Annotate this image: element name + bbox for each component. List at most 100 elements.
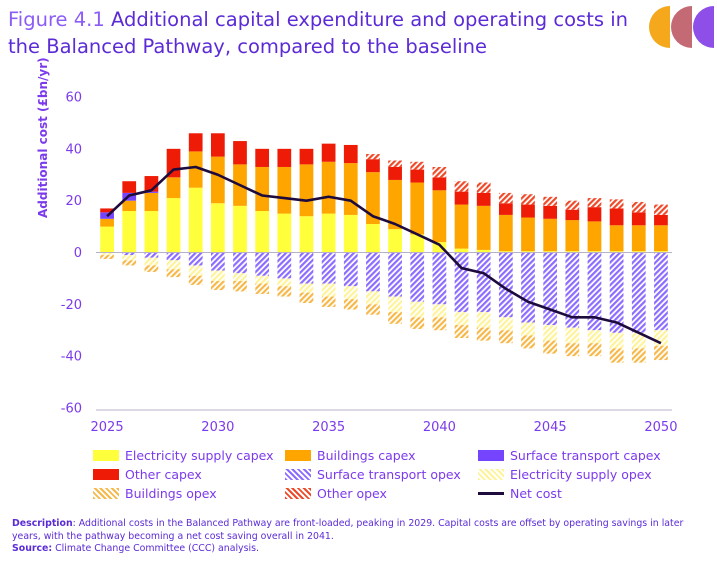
bar-electricity-supply-capex-2038 — [388, 229, 402, 253]
bar-other-capex-2041 — [454, 191, 469, 205]
bar-buildings-opex-2041 — [454, 325, 469, 339]
y-tick-label: -20 — [61, 298, 82, 313]
bar-electricity-supply-opex-2044 — [521, 322, 535, 336]
bar-electricity-supply-opex-2041 — [454, 312, 469, 326]
bar-electricity-supply-opex-2049 — [631, 332, 646, 349]
legend-swatch — [478, 468, 504, 480]
bar-buildings-capex-2036 — [343, 163, 358, 215]
bar-electricity-supply-capex-2042 — [476, 249, 491, 253]
legend-item: Buildings capex — [285, 446, 416, 464]
bar-other-capex-2035 — [321, 143, 336, 162]
bar-surface-transport-opex-2033 — [277, 252, 292, 279]
legend-swatch — [285, 487, 311, 499]
bar-surface-transport-opex-2030 — [210, 252, 225, 271]
bar-buildings-capex-2048 — [609, 225, 624, 252]
legend-label: Surface transport opex — [317, 466, 461, 482]
bar-electricity-supply-capex-2044 — [521, 251, 535, 253]
bar-surface-transport-opex-2047 — [587, 252, 602, 331]
bar-surface-transport-opex-2026 — [122, 252, 137, 256]
bar-electricity-supply-opex-2046 — [565, 327, 580, 344]
bar-electricity-supply-capex-2049 — [631, 251, 646, 253]
bar-surface-transport-opex-2043 — [498, 252, 513, 318]
bar-electricity-supply-opex-2039 — [410, 301, 425, 318]
legend-label: Surface transport capex — [510, 447, 661, 463]
bar-electricity-supply-capex-2025 — [100, 226, 114, 253]
bar-buildings-capex-2044 — [521, 217, 535, 252]
bar-buildings-opex-2032 — [255, 283, 270, 294]
legend-swatch — [93, 449, 119, 461]
bar-buildings-opex-2039 — [410, 317, 425, 329]
bar-other-capex-2050 — [654, 214, 668, 226]
bar-other-capex-2046 — [565, 209, 580, 221]
bar-other-capex-2048 — [609, 208, 624, 226]
bar-other-opex-2041 — [454, 181, 469, 192]
legend-item: Electricity supply capex — [93, 446, 274, 464]
bar-electricity-supply-opex-2026 — [122, 255, 137, 261]
bar-other-capex-2039 — [410, 169, 425, 183]
bar-other-opex-2047 — [587, 198, 602, 208]
bar-buildings-capex-2042 — [476, 205, 491, 250]
description-label: Description — [12, 518, 73, 529]
x-tick-label: 2030 — [201, 420, 234, 435]
bar-buildings-capex-2041 — [454, 204, 469, 249]
chart-title: Figure 4.1 Additional capital expenditur… — [8, 6, 628, 60]
bar-electricity-supply-capex-2039 — [410, 234, 425, 253]
bar-buildings-opex-2048 — [609, 348, 624, 363]
legend-item: Surface transport capex — [478, 446, 661, 464]
bar-other-capex-2029 — [188, 133, 203, 152]
legend-item: Electricity supply opex — [478, 465, 652, 483]
bar-buildings-capex-2029 — [188, 151, 203, 188]
bar-buildings-capex-2045 — [543, 218, 558, 252]
logo-shape-1 — [649, 6, 670, 48]
bar-surface-transport-opex-2031 — [233, 252, 247, 274]
bar-buildings-capex-2027 — [144, 192, 159, 212]
bar-surface-transport-opex-2044 — [521, 252, 535, 323]
y-tick-label: 20 — [65, 194, 82, 209]
bar-electricity-supply-opex-2047 — [587, 330, 602, 344]
bar-electricity-supply-capex-2047 — [587, 251, 602, 253]
bar-electricity-supply-capex-2033 — [277, 213, 292, 253]
bar-electricity-supply-capex-2048 — [609, 251, 624, 253]
legend-label: Net cost — [510, 485, 562, 501]
legend-label: Electricity supply opex — [510, 466, 652, 482]
bar-surface-transport-opex-2045 — [543, 252, 558, 326]
bar-buildings-opex-2045 — [543, 340, 558, 354]
bar-buildings-capex-2049 — [631, 225, 646, 252]
bar-buildings-opex-2040 — [432, 317, 447, 331]
logo-shape-3 — [693, 6, 714, 48]
bar-buildings-capex-2043 — [498, 214, 513, 252]
bar-buildings-opex-2031 — [233, 281, 247, 292]
ccc-logo — [649, 6, 714, 48]
logo-shape-2 — [671, 6, 692, 48]
bar-buildings-capex-2039 — [410, 182, 425, 235]
bar-electricity-supply-opex-2033 — [277, 278, 292, 287]
net-line-layer — [106, 165, 662, 345]
bar-buildings-opex-2025 — [100, 255, 114, 259]
bar-electricity-supply-opex-2034 — [299, 283, 314, 293]
bar-surface-transport-opex-2038 — [388, 252, 402, 297]
legend-swatch — [478, 449, 504, 461]
legend-label: Other opex — [317, 485, 387, 501]
bar-buildings-opex-2030 — [210, 281, 225, 291]
bar-buildings-capex-2046 — [565, 220, 580, 252]
bar-buildings-opex-2034 — [299, 292, 314, 304]
bar-other-capex-2030 — [210, 133, 225, 157]
bar-surface-transport-opex-2028 — [166, 252, 181, 261]
bar-electricity-supply-capex-2029 — [188, 187, 203, 253]
bar-surface-transport-opex-2027 — [144, 252, 159, 258]
description: Description: Additional costs in the Bal… — [12, 518, 712, 556]
bar-other-capex-2047 — [587, 207, 602, 222]
bar-other-capex-2043 — [498, 203, 513, 215]
bar-electricity-supply-opex-2050 — [654, 330, 668, 346]
bar-surface-transport-capex-2027 — [144, 191, 159, 193]
bar-other-capex-2040 — [432, 177, 447, 191]
bar-electricity-supply-capex-2032 — [255, 211, 270, 253]
x-tick-label: 2045 — [534, 420, 567, 435]
bar-electricity-supply-opex-2025 — [100, 252, 114, 256]
bar-other-opex-2045 — [543, 196, 558, 206]
bar-buildings-opex-2046 — [565, 343, 580, 357]
bar-buildings-capex-2028 — [166, 177, 181, 199]
legend-item: Other capex — [93, 465, 202, 483]
bar-buildings-capex-2050 — [654, 225, 668, 252]
bar-other-opex-2043 — [498, 192, 513, 204]
